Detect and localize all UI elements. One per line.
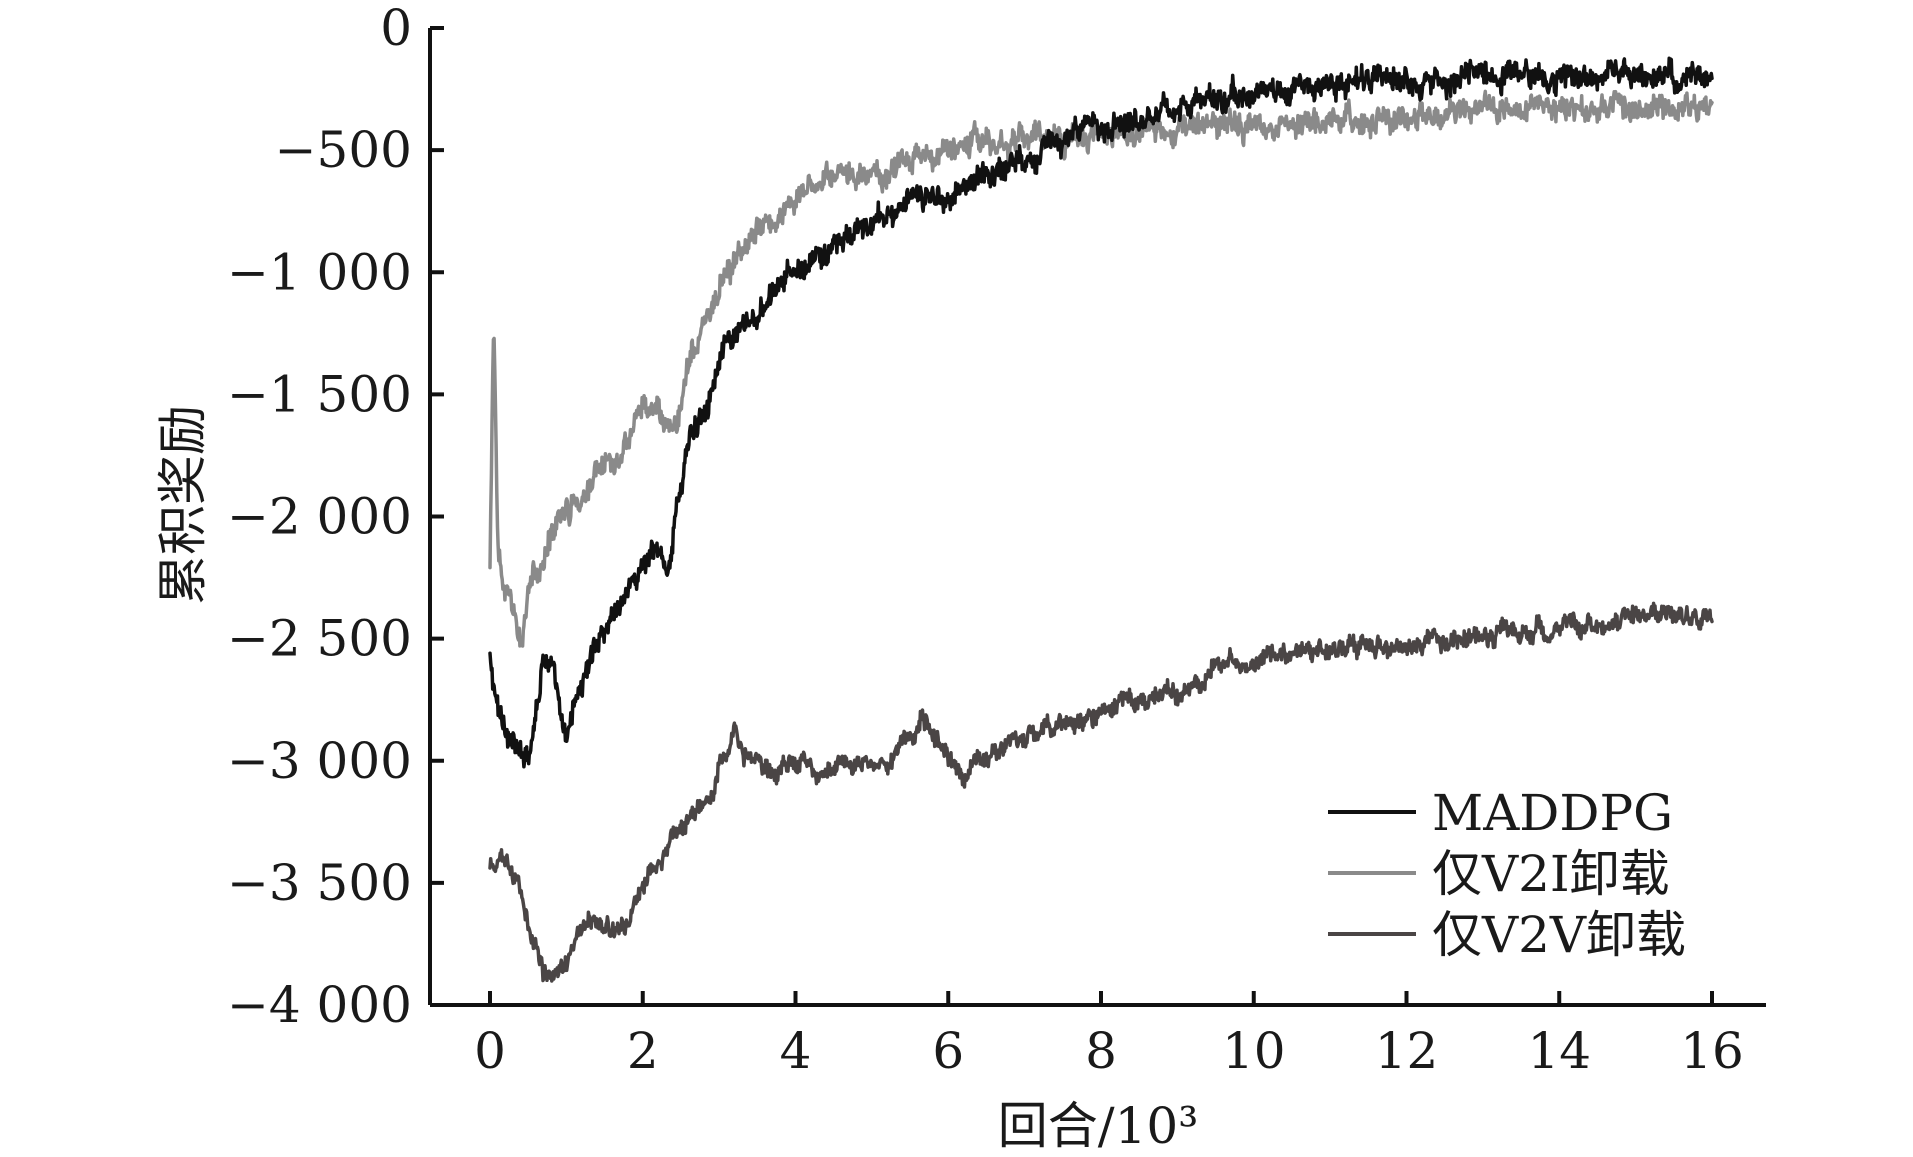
x-axis-label: 回合/10³ [998,1097,1199,1155]
y-tick-label: −1 000 [227,243,412,301]
x-tick-label: 10 [1222,1022,1286,1080]
series-line [488,601,1714,983]
y-tick-label: 0 [380,0,412,57]
series-line [488,89,1714,648]
x-tick-label: 8 [1085,1022,1117,1080]
y-axis-label: 累积奖励 [154,405,212,605]
x-tick-label: 14 [1527,1022,1591,1080]
x-tick-label: 0 [474,1022,506,1080]
x-tick-label: 2 [627,1022,659,1080]
x-tick-label: 4 [780,1022,812,1080]
legend-label: 仅V2I卸载 [1432,845,1670,903]
legend-label: 仅V2V卸载 [1432,906,1686,964]
y-tick-label: −2 500 [227,610,412,668]
series-line [488,56,1714,769]
y-tick-label: −4 000 [227,976,412,1034]
y-tick-label: −3 000 [227,732,412,790]
x-tick-label: 16 [1680,1022,1744,1080]
y-tick-label: −1 500 [227,365,412,423]
legend-label: MADDPG [1432,784,1673,842]
x-ticks: 0 2 4 6 8 10 12 14 16 [474,991,1744,1080]
y-ticks: 0 −500 −1 000 −1 500 −2 000 −2 500 −3 000 −3 50… [227,0,444,1034]
x-tick-label: 12 [1375,1022,1439,1080]
y-tick-label: −3 500 [227,854,412,912]
y-tick-label: −2 000 [227,488,412,546]
plot-lines [488,56,1714,983]
x-tick-label: 6 [932,1022,964,1080]
y-tick-label: −500 [275,121,412,179]
